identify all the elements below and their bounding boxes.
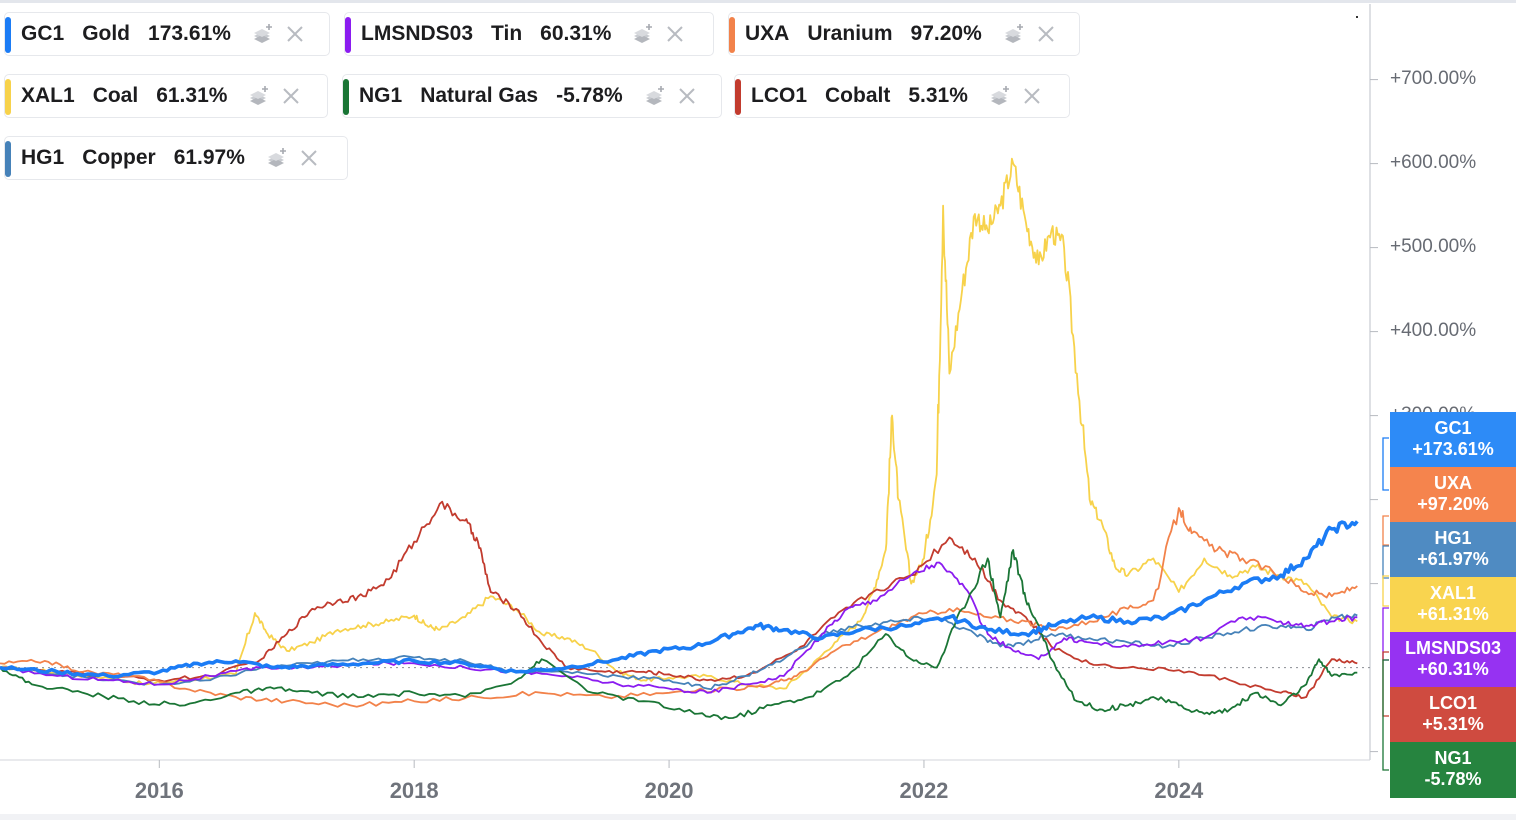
legend-name: Coal (92, 84, 139, 107)
series-line-ng1 (0, 549, 1358, 721)
legend-swatch (345, 17, 351, 53)
series-line-xal1 (0, 157, 1358, 690)
y-tick-label: +600.00% (1390, 151, 1477, 173)
badge-value: +5.31% (1422, 714, 1484, 734)
badge-ng1: NG1 -5.78% (1390, 742, 1516, 798)
y-tick-label: +700.00% (1390, 67, 1477, 89)
badge-xal1: XAL1 +61.31% (1390, 577, 1516, 633)
legend-symbol: HG1 (21, 146, 65, 169)
layers-add-icon[interactable] (251, 22, 275, 46)
series-line-lmsnds03 (0, 561, 1358, 694)
close-icon[interactable] (665, 24, 685, 44)
close-icon[interactable] (1036, 24, 1056, 44)
legend-percent: 173.61% (148, 22, 231, 45)
legend-swatch (735, 79, 741, 115)
badge-value: -5.78% (1424, 769, 1482, 789)
legend-symbol: LCO1 (751, 84, 808, 107)
corner-dot (1356, 16, 1358, 18)
layers-add-icon[interactable] (643, 84, 667, 108)
legend-swatch (729, 17, 735, 53)
layers-add-icon[interactable] (988, 84, 1012, 108)
x-tick-label: 2018 (389, 778, 439, 803)
legend-item-uxa[interactable]: UXA Uranium 97.20% (728, 12, 1080, 56)
badge-value: +60.31% (1417, 659, 1489, 679)
legend-name: Natural Gas (420, 84, 539, 107)
y-tick-label: +500.00% (1390, 235, 1477, 257)
close-icon[interactable] (299, 148, 319, 168)
legend-item-hg1[interactable]: HG1 Copper 61.97% (4, 136, 348, 180)
legend-percent: -5.78% (556, 84, 623, 107)
badge-lmsnds03: LMSNDS03 +60.31% (1390, 632, 1516, 688)
layers-add-icon[interactable] (247, 84, 271, 108)
legend-name: Cobalt (825, 84, 891, 107)
badge-symbol: LCO1 (1428, 693, 1477, 713)
badge-connector (1382, 437, 1389, 491)
badge-connector (1382, 575, 1389, 607)
legend-swatch (5, 17, 11, 53)
legend-swatch (5, 79, 11, 115)
legend-item-ng1[interactable]: NG1 Natural Gas -5.78% (342, 74, 722, 118)
legend-name: Copper (82, 146, 156, 169)
chart-grid (0, 4, 1378, 768)
badge-hg1: HG1 +61.97% (1390, 522, 1516, 578)
legend-percent: 60.31% (540, 22, 612, 45)
legend-symbol: LMSNDS03 (361, 22, 474, 45)
layers-add-icon[interactable] (1002, 22, 1026, 46)
badge-connector (1382, 651, 1389, 717)
close-icon[interactable] (677, 86, 697, 106)
x-tick-label: 2016 (134, 778, 184, 803)
legend-name: Gold (82, 22, 131, 45)
badge-symbol: UXA (1433, 473, 1472, 493)
layers-add-icon[interactable] (631, 22, 655, 46)
badge-value: +61.97% (1417, 549, 1489, 569)
legend-symbol: UXA (745, 22, 790, 45)
badge-value: +61.31% (1417, 604, 1489, 624)
legend-percent: 97.20% (910, 22, 982, 45)
badge-value: +97.20% (1417, 494, 1489, 514)
layers-add-icon[interactable] (265, 146, 289, 170)
legend-item-lco1[interactable]: LCO1 Cobalt 5.31% (734, 74, 1070, 118)
badge-lco1: LCO1 +5.31% (1390, 687, 1516, 743)
x-tick-label: 2022 (899, 778, 949, 803)
badge-value: +173.61% (1412, 439, 1494, 459)
badge-symbol: NG1 (1434, 748, 1472, 768)
badge-symbol: GC1 (1434, 418, 1472, 438)
close-icon[interactable] (281, 86, 301, 106)
legend-percent: 5.31% (908, 84, 968, 107)
legend-item-lmsnds03[interactable]: LMSNDS03 Tin 60.31% (344, 12, 714, 56)
chart-lines (0, 157, 1359, 721)
legend-symbol: GC1 (21, 22, 65, 45)
close-icon[interactable] (1022, 86, 1042, 106)
legend-percent: 61.97% (173, 146, 245, 169)
legend-name: Uranium (807, 22, 893, 45)
y-tick-label: +400.00% (1390, 319, 1477, 341)
legend-item-xal1[interactable]: XAL1 Coal 61.31% (4, 74, 328, 118)
x-tick-label: 2020 (644, 778, 694, 803)
series-line-lco1 (0, 500, 1358, 699)
top-border (0, 0, 1516, 3)
badge-symbol: HG1 (1434, 528, 1472, 548)
badge-connector (1382, 659, 1389, 771)
x-tick-label: 2024 (1154, 778, 1204, 803)
close-icon[interactable] (285, 24, 305, 44)
badge-uxa: UXA +97.20% (1390, 467, 1516, 523)
badge-connector (1382, 515, 1389, 546)
badge-symbol: XAL1 (1429, 583, 1476, 603)
legend-item-gc1[interactable]: GC1 Gold 173.61% (4, 12, 330, 56)
badge-gc1: GC1 +173.61% (1390, 412, 1516, 468)
legend-swatch (343, 79, 349, 115)
badge-symbol: LMSNDS03 (1404, 638, 1502, 658)
legend-percent: 61.31% (156, 84, 228, 107)
series-line-gc1 (0, 520, 1359, 679)
legend-symbol: NG1 (359, 84, 403, 107)
legend-name: Tin (491, 22, 523, 45)
legend-swatch (5, 141, 11, 177)
badge-connector (1382, 545, 1389, 579)
series-line-uxa (0, 507, 1358, 708)
legend-symbol: XAL1 (21, 84, 75, 107)
bottom-border (0, 814, 1516, 820)
